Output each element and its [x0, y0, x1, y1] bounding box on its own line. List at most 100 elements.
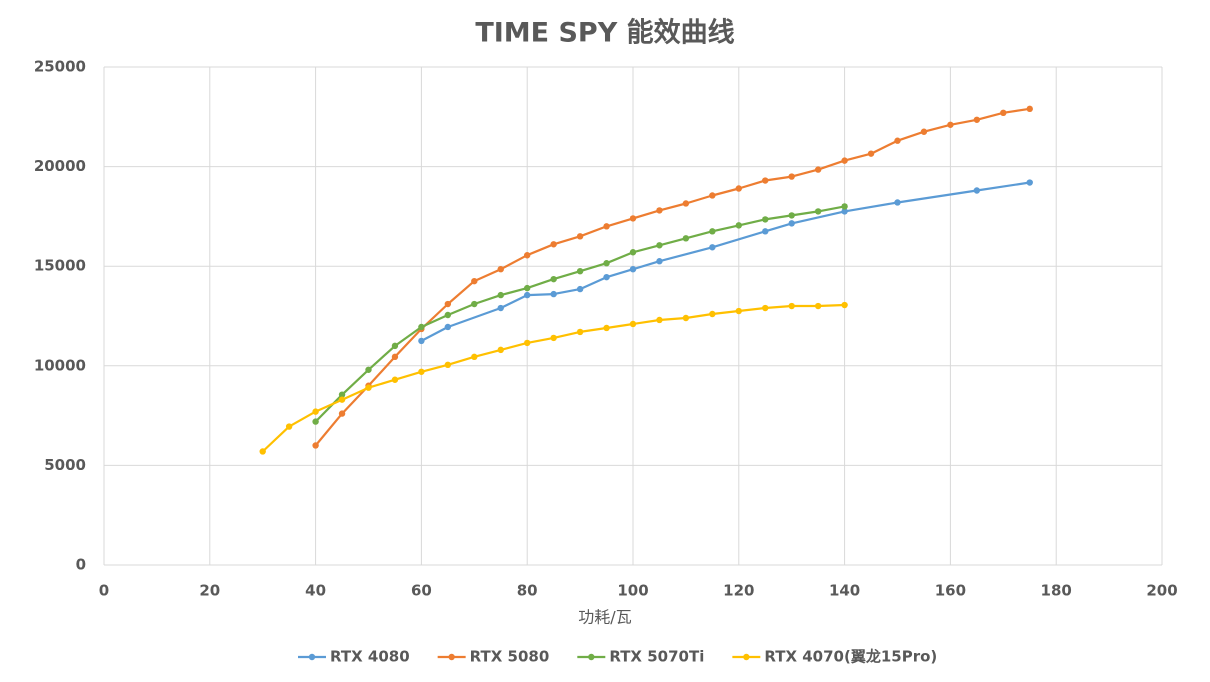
data-point	[894, 199, 901, 206]
x-tick-label: 120	[723, 582, 754, 600]
data-point	[603, 324, 610, 332]
data-point	[444, 323, 452, 331]
data-point	[841, 203, 848, 210]
data-point	[338, 396, 346, 403]
x-tick-label: 200	[1146, 582, 1177, 600]
data-point	[788, 212, 795, 219]
data-point	[391, 353, 399, 361]
legend-marker	[743, 653, 750, 661]
data-point	[709, 228, 716, 235]
data-point	[814, 166, 822, 173]
data-point	[629, 265, 637, 273]
data-point	[471, 353, 478, 361]
data-point	[682, 314, 690, 322]
data-point	[762, 304, 769, 312]
data-point	[894, 137, 901, 144]
data-point	[365, 366, 372, 373]
data-point	[762, 228, 769, 235]
data-point	[524, 284, 531, 292]
data-point	[391, 342, 399, 350]
data-point	[709, 192, 716, 199]
chart-title: TIME SPY 能效曲线	[475, 17, 734, 49]
data-point	[497, 265, 504, 273]
x-tick-label: 80	[517, 582, 538, 600]
y-tick-label: 5000	[44, 456, 86, 474]
data-point	[444, 300, 452, 308]
legend-label: RTX 4070(翼龙15Pro)	[764, 648, 937, 666]
data-point	[524, 252, 531, 259]
x-tick-label: 0	[99, 582, 109, 600]
data-point	[656, 258, 663, 265]
x-tick-label: 40	[305, 582, 326, 600]
data-point	[629, 215, 637, 222]
data-point	[1026, 179, 1033, 186]
data-point	[603, 273, 610, 281]
data-point	[471, 277, 478, 285]
data-point	[444, 311, 452, 319]
series-line	[420, 181, 1030, 342]
data-point	[497, 291, 504, 299]
data-point	[814, 302, 822, 310]
data-point	[259, 448, 266, 455]
series-line	[314, 107, 1030, 447]
data-point	[524, 291, 531, 299]
data-point	[365, 384, 372, 391]
data-point	[312, 408, 319, 415]
data-point	[920, 128, 928, 135]
data-point	[973, 116, 981, 123]
data-point	[735, 222, 742, 229]
legend-label: RTX 4080	[330, 648, 410, 666]
data-point	[603, 223, 610, 230]
data-point	[550, 241, 557, 248]
series-line	[261, 303, 845, 453]
data-point	[735, 307, 742, 315]
data-point	[338, 391, 346, 398]
data-point	[497, 304, 504, 312]
data-point	[418, 368, 425, 375]
data-point	[1000, 109, 1007, 117]
legend-marker	[448, 653, 455, 661]
data-point	[550, 275, 557, 283]
x-tick-label: 60	[411, 582, 432, 600]
data-point	[418, 337, 425, 345]
data-point	[391, 376, 399, 383]
data-point	[947, 121, 954, 128]
data-point	[444, 361, 452, 369]
x-tick-label: 100	[617, 582, 648, 600]
data-point	[550, 334, 557, 342]
data-point	[1026, 105, 1033, 113]
data-point	[735, 185, 742, 192]
y-tick-label: 20000	[34, 157, 86, 175]
data-point	[576, 328, 584, 336]
data-point	[576, 267, 584, 275]
legend-marker	[588, 653, 595, 661]
data-point	[682, 235, 690, 242]
y-tick-label: 10000	[34, 356, 86, 374]
data-point	[603, 260, 610, 267]
data-point	[841, 208, 848, 215]
data-point	[841, 301, 848, 309]
data-point	[312, 442, 319, 449]
data-point	[524, 339, 531, 347]
data-point	[841, 157, 848, 164]
data-point	[285, 423, 293, 430]
legend-marker	[308, 653, 316, 661]
data-point	[576, 233, 584, 240]
data-point	[788, 173, 795, 180]
data-point	[576, 285, 584, 293]
data-point	[497, 346, 504, 354]
data-point	[656, 242, 663, 249]
data-point	[709, 244, 716, 251]
data-point	[762, 177, 769, 184]
data-point	[762, 216, 769, 223]
x-tick-label: 20	[199, 582, 220, 600]
data-point	[629, 320, 637, 328]
x-tick-label: 160	[935, 582, 966, 600]
data-point	[656, 207, 663, 214]
data-point	[788, 220, 795, 227]
data-point	[788, 302, 795, 310]
data-point	[814, 208, 822, 215]
data-point	[656, 316, 663, 324]
